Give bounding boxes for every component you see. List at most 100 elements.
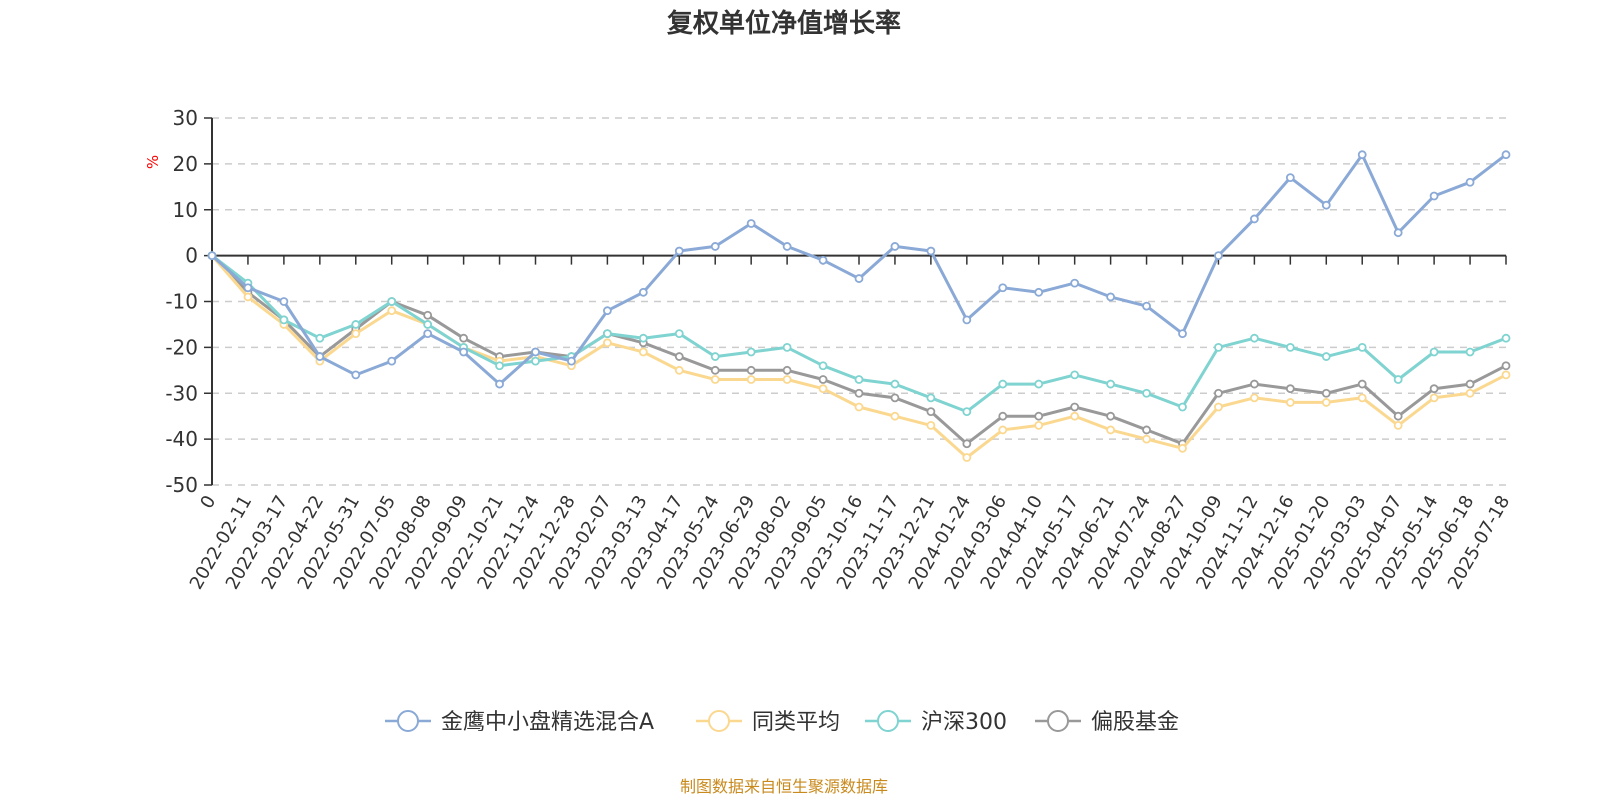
- data-point: [962, 407, 972, 417]
- data-point: [926, 246, 936, 256]
- data-point: [1429, 347, 1439, 357]
- series-line: [210, 254, 1507, 459]
- series-lines: [207, 150, 1511, 462]
- legend-item[interactable]: 偏股基金: [1035, 710, 1179, 735]
- data-point: [1070, 278, 1080, 288]
- data-point: [602, 329, 612, 339]
- legend[interactable]: 金鹰中小盘精选混合A 同类平均 沪深300 偏股基金: [385, 710, 1179, 735]
- data-point: [602, 306, 612, 316]
- data-point: [1070, 411, 1080, 421]
- data-point: [1034, 411, 1044, 421]
- data-point: [962, 315, 972, 325]
- series-line: [211, 153, 1507, 386]
- data-point: [531, 347, 540, 357]
- data-point: [818, 384, 828, 394]
- data-point: [1357, 150, 1367, 160]
- data-point: [1285, 342, 1295, 352]
- data-point: [243, 283, 253, 293]
- source-note: 制图数据来自恒生聚源数据库: [680, 777, 888, 796]
- legend-item[interactable]: 沪深300: [865, 710, 1007, 735]
- data-point: [207, 251, 217, 261]
- data-point: [998, 411, 1008, 421]
- data-point: [1214, 251, 1223, 261]
- data-point: [1142, 425, 1151, 435]
- data-point: [782, 365, 792, 375]
- data-point: [1142, 388, 1151, 398]
- data-point: [459, 347, 469, 357]
- legend-label: 偏股基金: [1091, 710, 1179, 735]
- data-point: [1106, 379, 1116, 389]
- data-point: [1465, 388, 1475, 398]
- data-point: [1501, 150, 1511, 160]
- data-point: [1357, 393, 1367, 403]
- data-point: [1106, 425, 1116, 435]
- legend-item[interactable]: 同类平均: [696, 710, 840, 735]
- data-point: [1321, 200, 1331, 210]
- data-point: [854, 388, 864, 398]
- series-2: [207, 251, 1511, 417]
- data-point: [279, 315, 289, 325]
- data-point: [315, 352, 325, 361]
- data-point: [495, 379, 504, 389]
- legend-item[interactable]: 金鹰中小盘精选混合A: [385, 710, 654, 735]
- data-point: [1393, 228, 1403, 238]
- data-point: [1465, 379, 1475, 389]
- y-tick-label: -40: [165, 427, 198, 451]
- data-point: [926, 407, 936, 417]
- data-point: [710, 352, 720, 361]
- data-point: [243, 292, 253, 302]
- data-point: [746, 219, 756, 228]
- data-point: [854, 375, 864, 384]
- data-point: [351, 370, 361, 380]
- data-point: [1178, 443, 1187, 453]
- data-point: [1249, 214, 1259, 224]
- x-tick-label: 0: [196, 492, 220, 512]
- data-point: [279, 297, 289, 306]
- data-point: [423, 320, 433, 329]
- series-3: [207, 251, 1511, 449]
- data-point: [638, 287, 648, 297]
- data-point: [890, 411, 900, 421]
- data-point: [1249, 393, 1259, 403]
- data-point: [1393, 375, 1403, 384]
- data-point: [926, 393, 936, 403]
- data-point: [674, 365, 684, 375]
- data-point: [1285, 398, 1295, 407]
- data-point: [531, 356, 540, 366]
- data-point: [782, 375, 792, 384]
- data-point: [998, 379, 1008, 389]
- data-point: [1321, 388, 1331, 398]
- data-point: [1214, 342, 1223, 352]
- data-point: [459, 333, 469, 343]
- data-point: [746, 375, 756, 384]
- data-point: [782, 242, 792, 251]
- y-axis-unit: %: [144, 155, 162, 169]
- data-point: [998, 283, 1008, 293]
- axes: [211, 118, 1506, 485]
- legend-marker-icon: [877, 710, 899, 732]
- y-tick-label: 30: [173, 106, 198, 130]
- data-point: [1034, 379, 1044, 389]
- data-point: [495, 361, 504, 371]
- data-point: [602, 338, 612, 348]
- data-point: [567, 356, 576, 366]
- chart-title: 复权单位净值增长率: [667, 8, 901, 39]
- data-point: [1178, 329, 1187, 339]
- data-point: [854, 274, 864, 283]
- data-point: [1429, 191, 1439, 201]
- data-point: [1465, 347, 1475, 357]
- data-point: [1106, 292, 1116, 302]
- y-tick-label: -50: [165, 473, 198, 497]
- data-point: [1249, 333, 1259, 343]
- y-tick-label: -30: [165, 381, 198, 405]
- data-point: [387, 356, 397, 366]
- legend-label: 同类平均: [752, 710, 840, 735]
- data-point: [1178, 402, 1187, 412]
- data-point: [1357, 342, 1367, 352]
- data-point: [890, 379, 900, 389]
- data-point: [674, 352, 684, 361]
- data-point: [1429, 393, 1439, 403]
- data-point: [782, 342, 792, 352]
- legend-marker-icon: [708, 710, 730, 732]
